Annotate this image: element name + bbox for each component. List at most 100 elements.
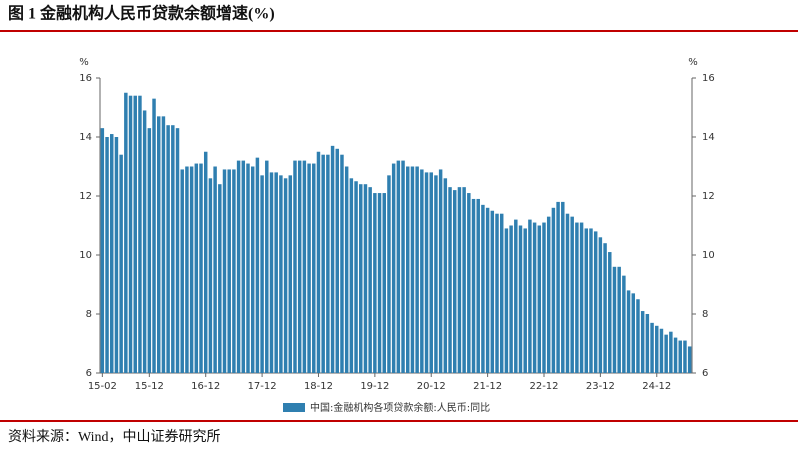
- bar: [133, 95, 137, 373]
- bar: [100, 128, 105, 373]
- bar: [420, 169, 424, 373]
- bar: [565, 213, 570, 373]
- bar: [171, 125, 175, 373]
- bar: [678, 340, 682, 373]
- bar: [185, 166, 189, 373]
- bar: [471, 198, 476, 373]
- bar: [161, 116, 166, 373]
- bar: [612, 266, 617, 373]
- x-tick-label: 23-12: [586, 381, 615, 392]
- bar: [687, 346, 692, 373]
- bar: [377, 193, 382, 373]
- bar: [645, 314, 650, 373]
- bar: [546, 216, 551, 373]
- bar: [307, 163, 311, 373]
- bar: [575, 222, 579, 373]
- bar: [683, 340, 687, 373]
- bar: [199, 163, 203, 373]
- bar: [396, 160, 401, 373]
- bar: [537, 225, 542, 373]
- bar: [265, 160, 269, 373]
- bar: [312, 163, 316, 373]
- bar: [382, 193, 386, 373]
- bar: [255, 157, 260, 373]
- bar: [246, 163, 250, 373]
- bar: [260, 175, 264, 373]
- y-axis-label: %: [79, 57, 89, 68]
- bar: [128, 95, 133, 373]
- source: 资料来源：Wind，中山证券研究所: [8, 429, 221, 445]
- bar: [514, 219, 518, 373]
- bar: [316, 151, 321, 373]
- bar: [589, 228, 593, 373]
- bar: [105, 137, 109, 373]
- bar: [194, 163, 199, 373]
- bar: [622, 275, 626, 373]
- bar: [655, 325, 659, 373]
- bar: [523, 228, 527, 373]
- bar: [283, 178, 288, 373]
- bar: [326, 154, 330, 373]
- x-tick-label: 16-12: [191, 381, 220, 392]
- y2-tick-label: 14: [702, 132, 715, 143]
- bar: [269, 172, 274, 373]
- bar: [467, 193, 471, 373]
- y2-tick-label: 12: [702, 191, 715, 202]
- bar: [429, 172, 433, 373]
- bar: [279, 175, 283, 373]
- bar: [603, 243, 607, 373]
- bar: [236, 160, 241, 373]
- y2-axis-label: %: [688, 57, 698, 68]
- bar: [669, 331, 673, 373]
- bar: [626, 290, 631, 373]
- bar: [302, 160, 307, 373]
- bar: [556, 201, 560, 373]
- bar: [387, 175, 391, 373]
- x-tick-label: 17-12: [248, 381, 277, 392]
- bar: [443, 178, 448, 373]
- bar: [673, 337, 678, 373]
- bar: [166, 125, 170, 373]
- bar: [189, 166, 194, 373]
- bar: [349, 178, 354, 373]
- bar: [147, 128, 152, 373]
- legend-label: 中国:金融机构各项贷款余额:人民币:同比: [310, 401, 490, 414]
- bar: [110, 134, 114, 373]
- bar: [222, 169, 227, 373]
- bar: [288, 175, 293, 373]
- bar: [340, 154, 344, 373]
- bar: [476, 198, 480, 373]
- bar: [241, 160, 246, 373]
- bar: [640, 311, 645, 373]
- bar: [293, 160, 297, 373]
- bar: [232, 169, 236, 373]
- legend-swatch: [283, 403, 305, 412]
- bar: [481, 204, 485, 373]
- y-tick-label: 8: [86, 309, 92, 320]
- bar: [518, 225, 523, 373]
- bar: [542, 222, 546, 373]
- bar: [434, 175, 438, 373]
- bar: [561, 201, 565, 373]
- bar: [180, 169, 184, 373]
- y2-tick-label: 10: [702, 250, 715, 261]
- chart-title: 图 1 金融机构人民币贷款余额增速(%): [8, 4, 275, 23]
- bar: [410, 166, 415, 373]
- bar: [156, 116, 161, 373]
- bar: [208, 178, 213, 373]
- bar: [438, 169, 443, 373]
- x-tick-label: 20-12: [417, 381, 446, 392]
- x-tick-label: 24-12: [642, 381, 671, 392]
- bar: [213, 166, 217, 373]
- bar: [203, 151, 208, 373]
- bar: [424, 172, 429, 373]
- bar: [598, 237, 603, 373]
- bar: [354, 181, 358, 373]
- bar: [391, 163, 396, 373]
- bar: [274, 172, 278, 373]
- bar: [608, 252, 612, 373]
- bar: [528, 219, 532, 373]
- bar: [363, 184, 368, 373]
- x-tick-label: 15-02: [88, 381, 117, 392]
